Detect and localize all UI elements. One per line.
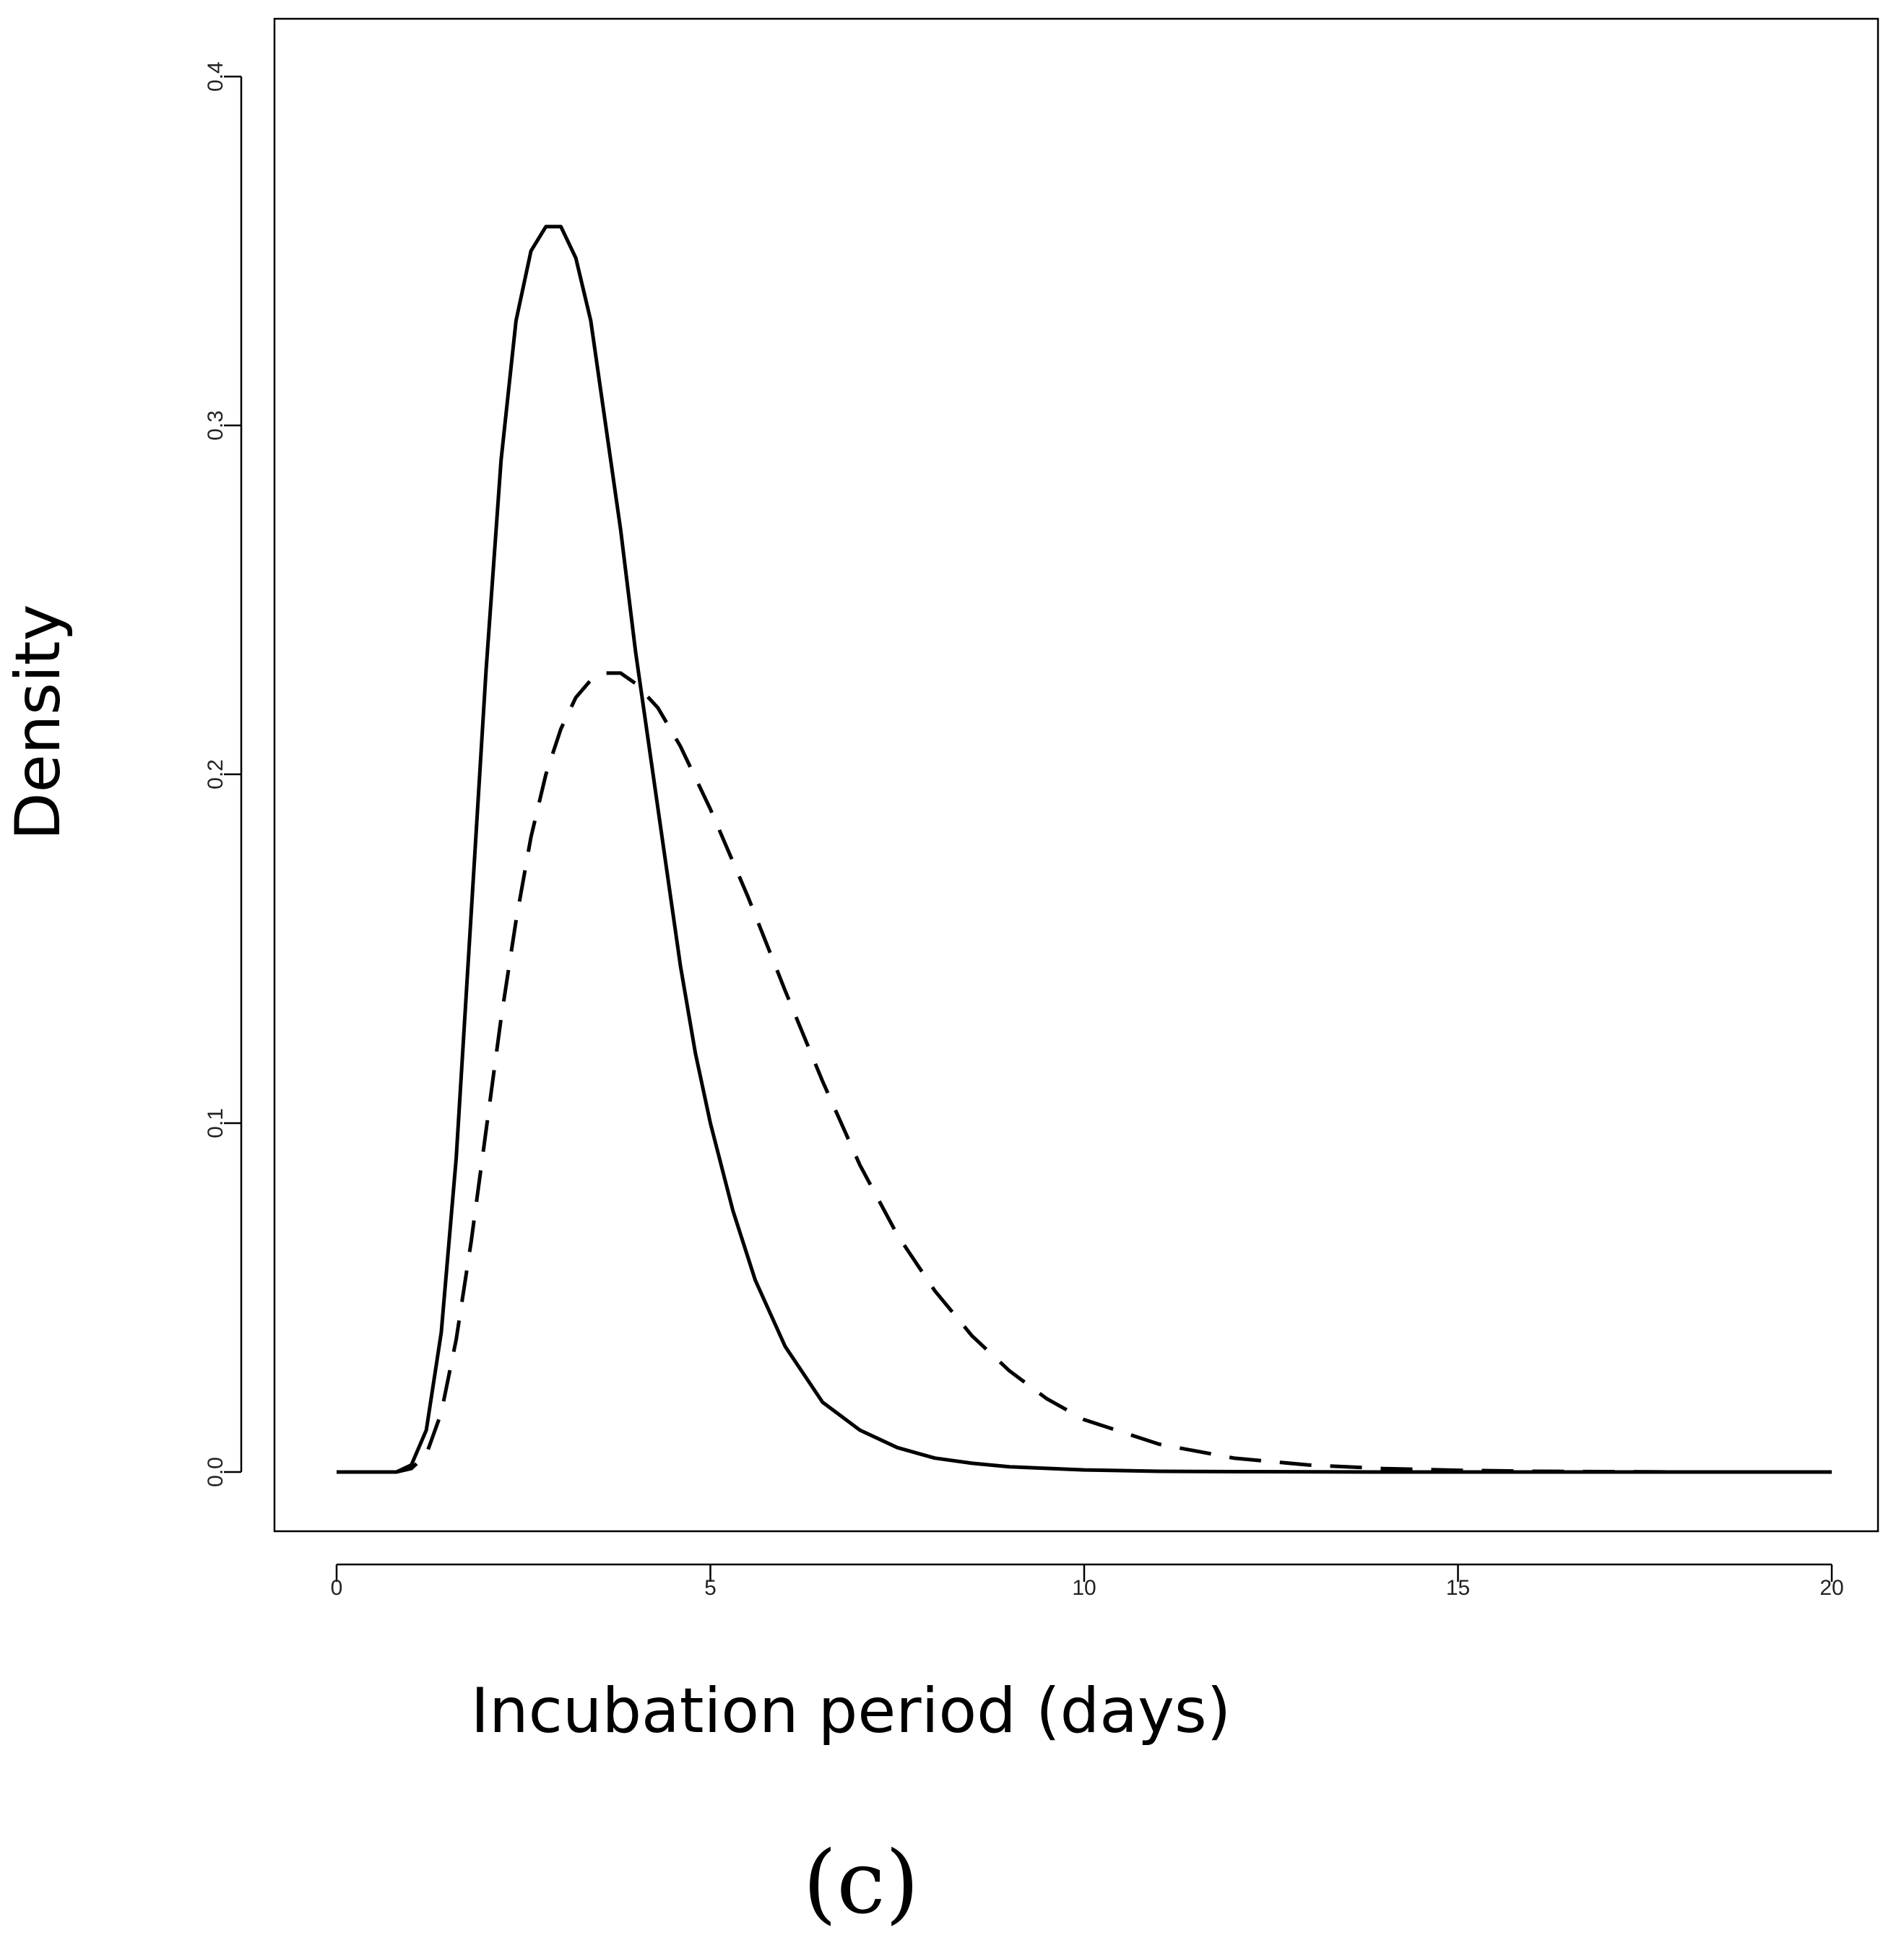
y-tick-label: 0.4 (204, 61, 228, 92)
axes-layer: 0 5 10 15 20 0.0 0.1 0.2 0.3 0.4 (204, 17, 1879, 1600)
labels-layer: Incubation period (days) Density (c) (2, 605, 1231, 1934)
x-tick-label: 10 (1072, 1576, 1096, 1600)
y-tick-label: 0.0 (204, 1457, 228, 1487)
series-line-solid (337, 225, 1832, 1474)
x-axis-title: Incubation period (days) (471, 1675, 1231, 1747)
x-tick-label: 5 (704, 1576, 717, 1600)
y-tick-label: 0.1 (204, 1108, 228, 1138)
y-tick-label: 0.3 (204, 410, 228, 441)
plot-frame (273, 17, 1879, 1533)
panel-label: (c) (803, 1833, 919, 1934)
series-layer (337, 225, 1832, 1474)
series-line-dashed (337, 671, 1832, 1474)
x-tick-label: 15 (1446, 1576, 1470, 1600)
y-axis-title: Density (2, 605, 74, 841)
x-tick-label: 20 (1819, 1576, 1843, 1600)
x-tick-label: 0 (331, 1576, 343, 1600)
y-tick-label: 0.2 (204, 759, 228, 789)
